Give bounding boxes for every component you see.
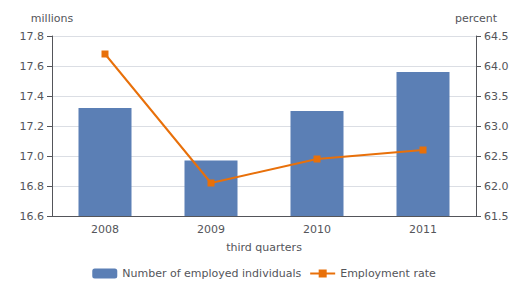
svg-text:Number of employed individuals: Number of employed individuals bbox=[122, 267, 301, 280]
svg-text:62.0: 62.0 bbox=[484, 180, 509, 193]
svg-text:2011: 2011 bbox=[409, 223, 437, 236]
svg-text:16.8: 16.8 bbox=[20, 180, 45, 193]
svg-text:16.6: 16.6 bbox=[20, 210, 45, 223]
svg-text:64.5: 64.5 bbox=[484, 30, 509, 43]
svg-text:17.8: 17.8 bbox=[20, 30, 45, 43]
svg-text:63.5: 63.5 bbox=[484, 90, 509, 103]
svg-text:17.6: 17.6 bbox=[20, 60, 45, 73]
svg-text:2008: 2008 bbox=[91, 223, 119, 236]
svg-text:17.4: 17.4 bbox=[20, 90, 45, 103]
svg-text:61.5: 61.5 bbox=[484, 210, 509, 223]
svg-text:17.2: 17.2 bbox=[20, 120, 45, 133]
svg-text:64.0: 64.0 bbox=[484, 60, 509, 73]
svg-text:2009: 2009 bbox=[197, 223, 225, 236]
svg-text:63.0: 63.0 bbox=[484, 120, 509, 133]
svg-text:62.5: 62.5 bbox=[484, 150, 509, 163]
svg-text:millions: millions bbox=[31, 12, 74, 25]
svg-text:17.0: 17.0 bbox=[20, 150, 45, 163]
svg-text:third quarters: third quarters bbox=[226, 241, 302, 254]
svg-text:percent: percent bbox=[455, 12, 498, 25]
svg-text:2010: 2010 bbox=[303, 223, 331, 236]
svg-text:Employment rate: Employment rate bbox=[340, 267, 436, 280]
